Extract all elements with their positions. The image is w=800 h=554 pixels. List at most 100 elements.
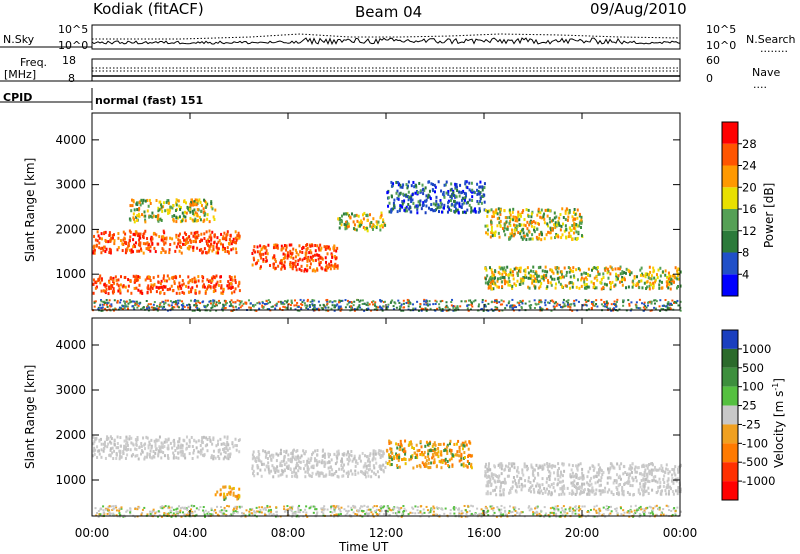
echo-cell bbox=[569, 280, 572, 284]
echo-cell bbox=[340, 459, 343, 463]
echo-cell bbox=[456, 453, 459, 457]
echo-cell bbox=[119, 275, 122, 279]
echo-cell bbox=[629, 484, 632, 488]
echo-cell bbox=[162, 274, 165, 278]
echo-cell bbox=[305, 269, 308, 273]
echo-cell bbox=[160, 205, 163, 209]
echo-cell bbox=[649, 462, 652, 466]
echo-cell bbox=[224, 306, 227, 309]
echo-cell bbox=[659, 309, 662, 312]
echo-cell bbox=[337, 301, 340, 304]
echo-cell bbox=[220, 291, 223, 295]
echo-cell bbox=[289, 459, 292, 463]
echo-cell bbox=[638, 279, 641, 283]
echo-cell bbox=[225, 302, 228, 305]
echo-cell bbox=[193, 213, 196, 217]
echo-cell bbox=[340, 220, 343, 224]
echo-cell bbox=[245, 509, 248, 512]
echo-cell bbox=[585, 276, 588, 280]
echo-cell bbox=[382, 305, 385, 308]
echo-cell bbox=[369, 452, 372, 456]
echo-cell bbox=[214, 493, 217, 497]
echo-cell bbox=[520, 300, 523, 303]
echo-cell bbox=[455, 185, 458, 189]
echo-cell bbox=[487, 284, 490, 288]
echo-cell bbox=[314, 269, 317, 273]
echo-cell bbox=[152, 307, 155, 310]
noise-tick-right-top: 10^5 bbox=[706, 23, 736, 36]
echo-cell bbox=[634, 512, 637, 515]
echo-cell bbox=[525, 275, 528, 279]
echo-cell bbox=[516, 474, 519, 478]
echo-cell bbox=[404, 450, 407, 454]
echo-cell bbox=[513, 304, 516, 307]
echo-cell bbox=[210, 242, 213, 246]
echo-cell bbox=[522, 281, 525, 285]
echo-cell bbox=[374, 452, 377, 456]
echo-cell bbox=[346, 299, 349, 302]
echo-cell bbox=[676, 489, 679, 493]
echo-cell bbox=[673, 468, 676, 472]
echo-cell bbox=[285, 244, 288, 248]
echo-cell bbox=[623, 278, 626, 282]
echo-cell bbox=[110, 286, 113, 290]
echo-cell bbox=[222, 495, 225, 499]
echo-cell bbox=[279, 464, 282, 468]
echo-cell bbox=[228, 275, 231, 279]
echo-cell bbox=[252, 455, 255, 459]
echo-cell bbox=[621, 272, 624, 276]
echo-cell bbox=[364, 462, 367, 466]
echo-cell bbox=[413, 185, 416, 189]
echo-cell bbox=[556, 483, 559, 487]
echo-cell bbox=[147, 444, 150, 448]
echo-cell bbox=[223, 435, 226, 439]
echo-cell bbox=[630, 271, 633, 275]
echo-cell bbox=[281, 301, 284, 304]
echo-cell bbox=[587, 489, 590, 493]
echo-cell bbox=[184, 506, 187, 509]
echo-cell bbox=[177, 287, 180, 291]
echo-cell bbox=[134, 454, 137, 458]
echo-cell bbox=[142, 436, 145, 440]
echo-cell bbox=[572, 475, 575, 479]
echo-cell bbox=[633, 276, 636, 280]
echo-cell bbox=[407, 301, 410, 304]
echo-cell bbox=[192, 234, 195, 238]
echo-cell bbox=[522, 209, 525, 213]
echo-cell bbox=[566, 512, 569, 515]
echo-cell bbox=[522, 278, 525, 282]
echo-cell bbox=[504, 481, 507, 485]
echo-cell bbox=[644, 481, 647, 485]
echo-cell bbox=[596, 266, 599, 270]
echo-cell bbox=[476, 200, 479, 204]
echo-cell bbox=[197, 199, 200, 203]
echo-cell bbox=[421, 461, 424, 465]
echo-cell bbox=[424, 461, 427, 465]
echo-cell bbox=[408, 441, 411, 445]
echo-cell bbox=[460, 512, 463, 515]
echo-cell bbox=[377, 508, 380, 511]
echo-cell bbox=[145, 300, 148, 303]
echo-cell bbox=[410, 442, 413, 446]
echo-cell bbox=[579, 462, 582, 466]
echo-cell bbox=[172, 439, 175, 443]
echo-cell bbox=[350, 306, 353, 309]
echo-cell bbox=[242, 302, 245, 305]
echo-cell bbox=[511, 286, 514, 290]
echo-cell bbox=[620, 278, 623, 282]
echo-cell bbox=[166, 274, 169, 278]
echo-cell bbox=[177, 451, 180, 455]
echo-cell bbox=[607, 302, 610, 305]
echo-cell bbox=[509, 306, 512, 309]
echo-cell bbox=[293, 467, 296, 471]
echo-cell bbox=[342, 453, 345, 457]
echo-cell bbox=[560, 236, 563, 240]
echo-cell bbox=[183, 439, 186, 443]
echo-cell bbox=[543, 237, 546, 241]
echo-cell bbox=[484, 305, 487, 308]
echo-cell bbox=[484, 208, 487, 212]
echo-cell bbox=[377, 220, 380, 224]
echo-cell bbox=[651, 463, 654, 467]
echo-cell bbox=[175, 301, 178, 304]
echo-cell bbox=[501, 280, 504, 284]
